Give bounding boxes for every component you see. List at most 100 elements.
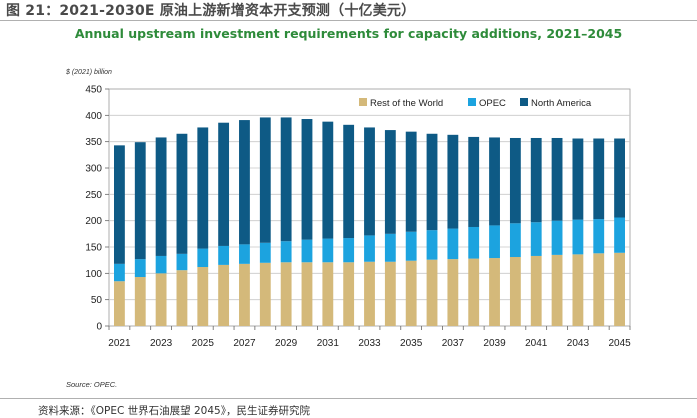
- bar-north-america: [218, 122, 230, 246]
- legend-label: OPEC: [479, 98, 506, 109]
- bar-rest-of-the-world: [197, 267, 209, 326]
- bar-opec: [218, 245, 230, 265]
- y-tick-label: 400: [85, 111, 102, 122]
- x-tick-label: 2025: [192, 338, 215, 349]
- bar-rest-of-the-world: [239, 263, 250, 326]
- y-tick-label: 150: [85, 243, 102, 254]
- x-tick-label: 2033: [358, 338, 381, 349]
- bar-rest-of-the-world: [614, 252, 625, 326]
- x-tick-label: 2041: [525, 338, 548, 349]
- y-tick-label: 350: [85, 137, 102, 148]
- legend-label: Rest of the World: [370, 98, 443, 109]
- bar-rest-of-the-world: [384, 261, 396, 326]
- bar-north-america: [509, 137, 521, 224]
- y-tick-label: 0: [96, 322, 102, 333]
- y-tick-label: 300: [85, 164, 102, 175]
- bar-opec: [155, 255, 167, 274]
- bar-opec: [405, 231, 417, 261]
- bar-opec: [280, 241, 292, 263]
- bar-rest-of-the-world: [447, 259, 459, 326]
- bar-rest-of-the-world: [343, 262, 355, 326]
- bar-rest-of-the-world: [551, 254, 563, 326]
- x-tick-label: 2039: [483, 338, 506, 349]
- x-tick-label: 2027: [233, 338, 256, 349]
- legend-swatch: [520, 98, 528, 106]
- bar-north-america: [447, 134, 459, 229]
- bar-opec: [384, 233, 396, 262]
- bar-rest-of-the-world: [259, 262, 271, 326]
- x-tick-label: 2023: [150, 338, 173, 349]
- bar-north-america: [134, 142, 146, 260]
- bar-opec: [114, 263, 125, 282]
- legend-label: North America: [531, 98, 592, 109]
- bar-opec: [197, 248, 209, 268]
- bar-rest-of-the-world: [509, 257, 521, 326]
- bar-opec: [176, 253, 188, 271]
- bar-opec: [343, 238, 355, 263]
- bar-north-america: [259, 117, 271, 243]
- bar-opec: [530, 222, 542, 256]
- bar-north-america: [197, 127, 209, 249]
- footer-source: 资料来源：《OPEC 世界石油展望 2045》，民生证券研究院: [38, 405, 310, 417]
- bar-opec: [614, 217, 625, 253]
- x-tick-label: 2029: [275, 338, 298, 349]
- bar-north-america: [614, 138, 625, 218]
- bar-opec: [509, 223, 521, 258]
- bar-rest-of-the-world: [489, 258, 500, 326]
- chart-title: Annual upstream investment requirements …: [74, 26, 623, 41]
- bar-north-america: [322, 121, 334, 239]
- y-tick-label: 450: [85, 85, 102, 96]
- bar-north-america: [114, 145, 125, 264]
- bar-north-america: [343, 124, 355, 239]
- bar-rest-of-the-world: [280, 262, 292, 326]
- bar-opec: [364, 235, 375, 262]
- bar-north-america: [280, 117, 292, 242]
- bar-opec: [239, 244, 250, 264]
- y-tick-label: 50: [91, 295, 103, 306]
- x-tick-label: 2021: [108, 338, 131, 349]
- bar-rest-of-the-world: [322, 262, 334, 326]
- bar-north-america: [468, 136, 480, 227]
- bar-north-america: [489, 137, 500, 226]
- bar-opec: [426, 230, 438, 260]
- bar-north-america: [301, 119, 313, 240]
- bar-north-america: [551, 137, 563, 221]
- bar-opec: [551, 220, 563, 255]
- bar-north-america: [384, 130, 396, 234]
- bar-opec: [259, 242, 271, 263]
- bar-north-america: [155, 137, 167, 256]
- bar-rest-of-the-world: [468, 258, 480, 326]
- bar-opec: [301, 239, 313, 263]
- bar-north-america: [405, 131, 417, 232]
- x-tick-label: 2035: [400, 338, 423, 349]
- bar-opec: [322, 238, 334, 263]
- x-tick-label: 2037: [442, 338, 465, 349]
- bar-opec: [134, 259, 146, 278]
- y-tick-label: 100: [85, 269, 102, 280]
- bar-rest-of-the-world: [218, 264, 230, 326]
- bar-opec: [447, 228, 459, 260]
- bar-rest-of-the-world: [405, 260, 417, 326]
- x-tick-label: 2043: [567, 338, 590, 349]
- bar-opec: [489, 225, 500, 259]
- bar-rest-of-the-world: [426, 259, 438, 326]
- bar-rest-of-the-world: [593, 253, 605, 326]
- bar-rest-of-the-world: [176, 270, 188, 326]
- bar-rest-of-the-world: [530, 255, 542, 326]
- bar-rest-of-the-world: [572, 254, 584, 326]
- bar-rest-of-the-world: [301, 262, 313, 326]
- bar-north-america: [530, 137, 542, 223]
- y-tick-label: 250: [85, 190, 102, 201]
- bar-rest-of-the-world: [364, 261, 375, 326]
- top-divider: [0, 20, 697, 21]
- bar-rest-of-the-world: [155, 273, 167, 326]
- bar-north-america: [572, 138, 584, 220]
- x-tick-label: 2031: [317, 338, 340, 349]
- bar-north-america: [593, 138, 605, 220]
- source-note: Source: OPEC.: [66, 380, 118, 389]
- bar-north-america: [176, 133, 188, 254]
- bar-opec: [572, 219, 584, 255]
- bar-rest-of-the-world: [134, 277, 146, 326]
- legend-swatch: [359, 98, 367, 106]
